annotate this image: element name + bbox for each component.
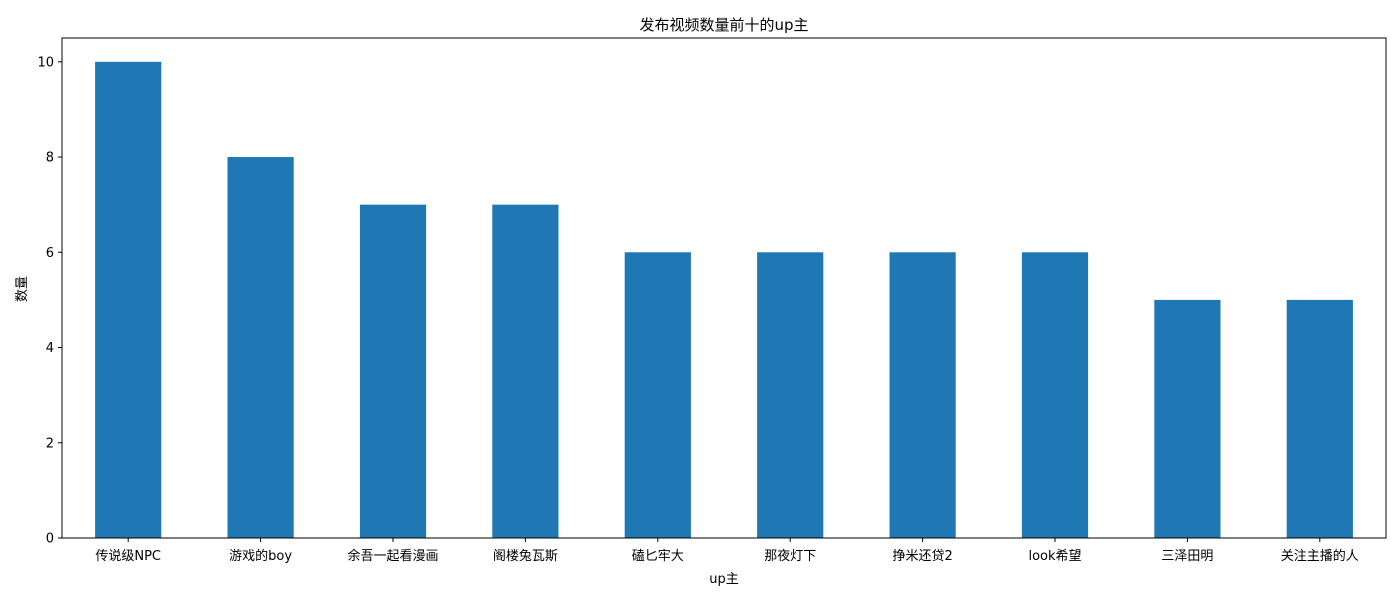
bar	[1021, 252, 1089, 539]
bar	[757, 252, 824, 539]
y-axis-title: 数量	[15, 276, 30, 302]
x-tick-label: 游戏的boy	[229, 548, 292, 564]
y-tick-label: 8	[46, 151, 54, 166]
bar	[492, 204, 559, 538]
x-tick-label: 阁楼兔瓦斯	[493, 549, 558, 564]
x-tick-label: 挣米还贷2	[892, 549, 952, 564]
y-tick-label: 10	[37, 55, 54, 70]
y-tick-label: 0	[46, 532, 54, 547]
bar	[889, 252, 956, 539]
x-tick-label: 余吾一起看漫画	[347, 548, 438, 564]
bar	[624, 252, 691, 539]
x-tick-label: 那夜灯下	[764, 549, 816, 564]
bar	[227, 157, 294, 539]
bar	[95, 61, 162, 539]
bar	[1154, 299, 1221, 538]
x-axis-title: up主	[709, 572, 739, 587]
x-tick-label: 关注主播的人	[1281, 548, 1359, 564]
y-tick-label: 2	[46, 436, 54, 451]
y-tick-label: 4	[46, 341, 54, 356]
chart-title: 发布视频数量前十的up主	[639, 16, 808, 34]
bar	[1286, 299, 1353, 538]
bar	[359, 204, 427, 538]
x-tick-label: 三泽田明	[1161, 549, 1213, 564]
y-tick-label: 6	[46, 246, 54, 261]
x-tick-label: 传说级NPC	[95, 549, 161, 564]
plot-frame	[61, 37, 1387, 539]
x-tick-label: look希望	[1028, 548, 1081, 564]
x-tick-label: 磕匕牢大	[632, 548, 684, 564]
plot-area: 传说级NPC 游戏的boy 余吾一起看漫画 阁楼兔瓦斯 磕匕牢大 那夜灯下 挣米还贷2 loo…	[37, 37, 1387, 564]
